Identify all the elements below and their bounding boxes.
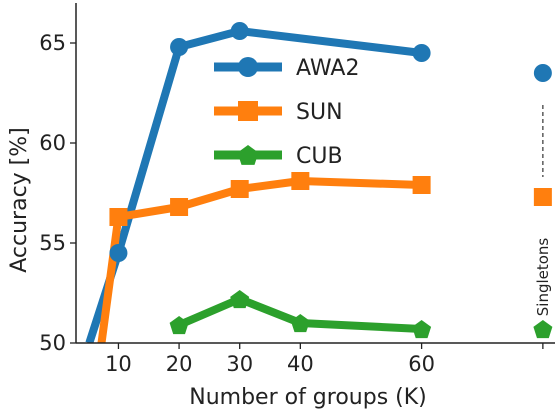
- point-sun-1: [109, 208, 128, 226]
- point-awa2-3: [230, 22, 249, 40]
- y-tick-label-60: 60: [39, 131, 66, 155]
- y-axis-label: Accuracy [%]: [7, 127, 32, 273]
- markers: [109, 22, 553, 339]
- legend-marker-sun: [238, 101, 258, 121]
- point-sun-2: [170, 198, 189, 216]
- legend-marker-awa2: [238, 57, 258, 77]
- point-awa2-1: [109, 244, 128, 262]
- ticks: 50 55 60 65 10 20 30 40 60: [39, 31, 544, 376]
- plot-lines: [85, 27, 423, 343]
- axes: [75, 3, 555, 344]
- x-axis-label: Number of groups (K): [189, 385, 427, 410]
- point-awa2-2: [170, 38, 189, 56]
- legend-label-sun: SUN: [296, 100, 343, 125]
- x-tick-label-30: 30: [226, 352, 253, 376]
- point-sun-3: [230, 180, 249, 198]
- legend-marker-cub: [237, 145, 259, 165]
- singleton-point-cub: [533, 320, 553, 339]
- y-tick-label-65: 65: [39, 31, 66, 55]
- series-line-sun: [97, 177, 422, 343]
- legend: AWA2 SUN CUB: [214, 56, 359, 169]
- point-cub-3: [412, 320, 432, 339]
- y-tick-label-50: 50: [39, 331, 66, 355]
- point-cub-0: [169, 316, 189, 335]
- point-sun-4: [291, 172, 310, 190]
- series-line-cub: [177, 295, 422, 333]
- singleton-point-sun: [533, 188, 552, 206]
- point-cub-1: [230, 290, 250, 309]
- legend-label-cub: CUB: [296, 144, 343, 169]
- x-tick-label-20: 20: [166, 352, 193, 376]
- singletons-annotation: Singletons: [534, 238, 552, 317]
- point-cub-2: [290, 314, 310, 333]
- point-awa2-4: [412, 44, 431, 62]
- point-sun-5: [412, 176, 431, 194]
- x-tick-label-40: 40: [287, 352, 314, 376]
- x-tick-label-10: 10: [105, 352, 132, 376]
- legend-label-awa2: AWA2: [296, 56, 359, 81]
- singleton-point-awa2: [533, 64, 552, 82]
- y-tick-label-55: 55: [39, 231, 66, 255]
- x-tick-label-60: 60: [408, 352, 435, 376]
